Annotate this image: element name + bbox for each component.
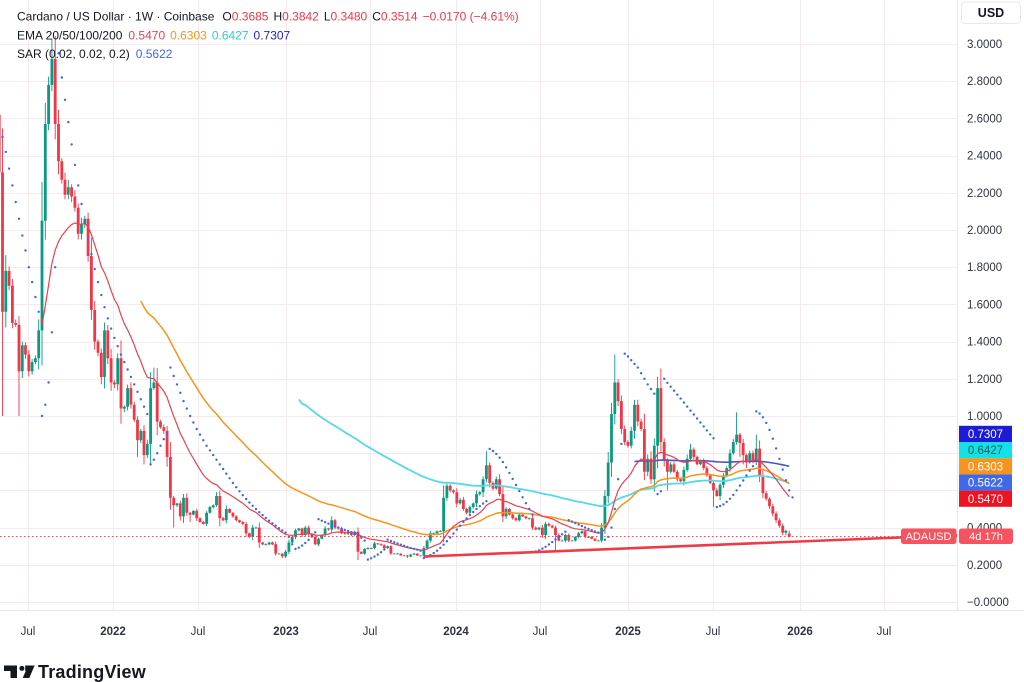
svg-text:Cardano / US Dollar · 1W · Coi: Cardano / US Dollar · 1W · Coinbase O0.36… [17, 10, 519, 24]
svg-text:Jul: Jul [21, 626, 36, 638]
svg-text:2023: 2023 [273, 626, 299, 638]
svg-text:1.4000: 1.4000 [967, 337, 1002, 349]
svg-text:2.6000: 2.6000 [967, 113, 1002, 125]
svg-text:0.2000: 0.2000 [967, 560, 1002, 572]
svg-text:Jul: Jul [533, 626, 548, 638]
svg-text:1.0000: 1.0000 [967, 411, 1002, 423]
svg-text:0.5622: 0.5622 [968, 478, 1003, 490]
svg-text:Jul: Jul [877, 626, 892, 638]
svg-text:4d 17h: 4d 17h [969, 531, 1003, 543]
svg-text:2025: 2025 [615, 626, 641, 638]
svg-text:0.5470: 0.5470 [968, 494, 1003, 506]
svg-text:2.4000: 2.4000 [967, 151, 1002, 163]
svg-text:Jul: Jul [191, 626, 206, 638]
svg-text:SAR (0.02, 0.02, 0.2)0.5622: SAR (0.02, 0.02, 0.2) 0.5622 [17, 47, 173, 61]
svg-text:2024: 2024 [443, 626, 469, 638]
svg-text:−0.0000: −0.0000 [967, 597, 1009, 609]
svg-text:Jul: Jul [363, 626, 378, 638]
svg-text:3.0000: 3.0000 [967, 39, 1002, 51]
svg-text:0.6427: 0.6427 [968, 445, 1003, 457]
svg-text:2.8000: 2.8000 [967, 76, 1002, 88]
svg-text:USD: USD [978, 6, 1004, 20]
svg-text:1.8000: 1.8000 [967, 262, 1002, 274]
svg-text:1.2000: 1.2000 [967, 374, 1002, 386]
svg-text:0.7307: 0.7307 [968, 429, 1003, 441]
svg-text:Jul: Jul [706, 626, 721, 638]
svg-text:ADAUSD: ADAUSD [906, 531, 952, 543]
svg-text:2.2000: 2.2000 [967, 188, 1002, 200]
svg-text:2026: 2026 [787, 626, 813, 638]
svg-text:2022: 2022 [100, 626, 126, 638]
svg-text:0.6303: 0.6303 [968, 461, 1003, 473]
svg-text:TradingView: TradingView [38, 662, 147, 682]
svg-text:2.0000: 2.0000 [967, 225, 1002, 237]
svg-text:1.6000: 1.6000 [967, 299, 1002, 311]
